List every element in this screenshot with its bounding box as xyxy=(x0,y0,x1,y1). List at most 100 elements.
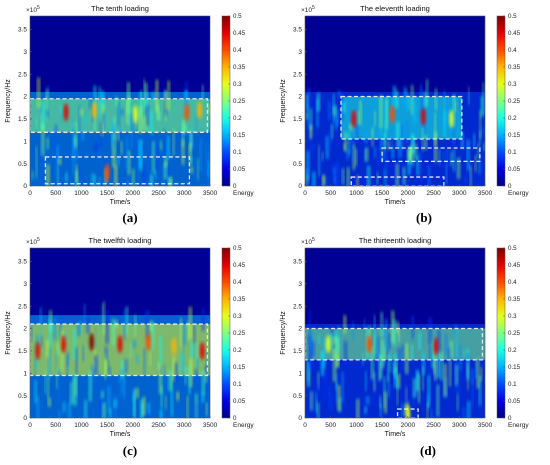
energy-streak xyxy=(181,121,184,147)
energy-streak xyxy=(111,118,114,149)
energy-streak xyxy=(365,147,368,162)
spectrogram-image xyxy=(305,79,485,186)
energy-streak xyxy=(322,174,325,186)
energy-streak xyxy=(318,156,321,174)
x-axis-label: Time/s xyxy=(385,431,406,437)
energy-streak xyxy=(71,123,74,131)
energy-streak xyxy=(160,394,162,418)
x-tick-label: 500 xyxy=(50,422,61,429)
energy-streak xyxy=(181,139,185,165)
energy-streak xyxy=(418,151,421,177)
chart-d: 0 500 1000 1500 2000 2500 3000 3500 0 0.5 1 1.5 2 2.5… xyxy=(280,236,529,438)
energy-streak xyxy=(439,115,442,126)
energy-streak xyxy=(76,151,78,161)
energy-streak xyxy=(195,393,198,418)
energy-streak xyxy=(391,310,395,343)
y-tick-label: 0.5 xyxy=(18,161,27,168)
energy-streak xyxy=(101,304,104,329)
energy-streak xyxy=(418,332,421,350)
energy-streak xyxy=(48,319,52,348)
energy-streak xyxy=(330,123,333,140)
energy-streak xyxy=(131,113,134,143)
energy-streak xyxy=(483,143,485,151)
energy-streak xyxy=(30,319,33,341)
y-tick-label: 1 xyxy=(298,370,302,377)
x-tick-label: 1500 xyxy=(100,190,115,197)
energy-streak xyxy=(333,93,335,123)
energy-streak xyxy=(312,171,316,186)
energy-streak xyxy=(411,158,414,167)
y-axis-label: Frequency/Hz xyxy=(5,79,12,123)
energy-streak xyxy=(139,91,142,118)
energy-streak xyxy=(159,409,162,418)
energy-streak xyxy=(193,325,196,358)
energy-streak xyxy=(342,102,346,113)
energy-streak xyxy=(41,123,45,156)
energy-streak xyxy=(379,395,382,408)
energy-streak xyxy=(422,366,424,391)
colorbar-tick-label: 0.2 xyxy=(508,115,517,122)
energy-streak xyxy=(429,345,432,376)
energy-streak xyxy=(316,98,319,128)
chart-title: The eleventh loading xyxy=(360,4,430,13)
energy-streak xyxy=(374,110,376,127)
energy-streak xyxy=(305,168,308,186)
spectrogram-panel-b: 0 500 1000 1500 2000 2500 3000 3500 0 0.5 1 1.5 2 2.5… xyxy=(275,0,550,206)
energy-streak xyxy=(369,326,371,339)
figure-caption-a: (a) xyxy=(122,210,138,225)
energy-streak xyxy=(371,346,374,380)
energy-streak xyxy=(94,355,98,376)
energy-streak xyxy=(374,335,377,355)
colorbar-tick-label: 0.3 xyxy=(508,313,517,320)
energy-streak xyxy=(310,143,313,152)
energy-streak xyxy=(206,143,209,176)
colorbar-label: Energy xyxy=(233,190,254,197)
energy-streak xyxy=(315,391,317,413)
energy-streak xyxy=(159,335,162,364)
energy-streak xyxy=(317,372,320,390)
spectrogram-panel-d: 0 500 1000 1500 2000 2500 3000 3500 0 0.5 1 1.5 2 2.5… xyxy=(275,232,550,438)
energy-streak xyxy=(150,111,153,135)
colorbar-tick-label: 0.5 xyxy=(508,13,517,20)
y-tick-label: 0.5 xyxy=(18,393,27,400)
energy-band xyxy=(30,98,210,133)
x-tick-label: 3000 xyxy=(177,422,192,429)
colorbar-tick-label: 0.35 xyxy=(233,64,246,71)
energy-streak xyxy=(158,362,161,370)
energy-streak xyxy=(366,395,369,405)
x-tick-label: 3500 xyxy=(203,190,218,197)
y-tick-label: 3 xyxy=(298,281,302,288)
energy-streak xyxy=(105,310,109,344)
energy-streak xyxy=(182,119,185,134)
energy-streak xyxy=(98,86,101,117)
energy-streak xyxy=(330,394,334,404)
y-tick-label: 2.5 xyxy=(293,71,302,78)
energy-streak xyxy=(387,140,390,151)
energy-streak xyxy=(397,373,400,389)
colorbar-tick-label: 0.3 xyxy=(233,81,242,88)
energy-streak xyxy=(193,343,195,357)
energy-streak xyxy=(343,315,347,334)
energy-streak xyxy=(323,175,326,185)
energy-streak xyxy=(333,348,336,382)
energy-streak xyxy=(197,158,199,180)
energy-streak xyxy=(373,314,376,349)
energy-peak xyxy=(171,337,177,356)
energy-streak xyxy=(48,397,51,407)
energy-streak xyxy=(309,124,312,140)
energy-streak xyxy=(364,130,368,144)
x-tick-label: 3000 xyxy=(177,190,192,197)
y-tick-label: 0.5 xyxy=(293,161,302,168)
energy-streak xyxy=(139,139,142,167)
energy-streak xyxy=(132,389,135,404)
colorbar-tick-label: 0.05 xyxy=(233,166,246,173)
highlight-region xyxy=(381,147,481,163)
energy-streak xyxy=(84,115,87,125)
energy-streak xyxy=(341,372,344,403)
energy-streak xyxy=(411,133,415,153)
energy-streak xyxy=(454,323,457,338)
energy-streak xyxy=(427,375,430,408)
energy-streak xyxy=(190,131,193,147)
energy-streak xyxy=(32,170,34,180)
energy-streak xyxy=(359,100,362,126)
